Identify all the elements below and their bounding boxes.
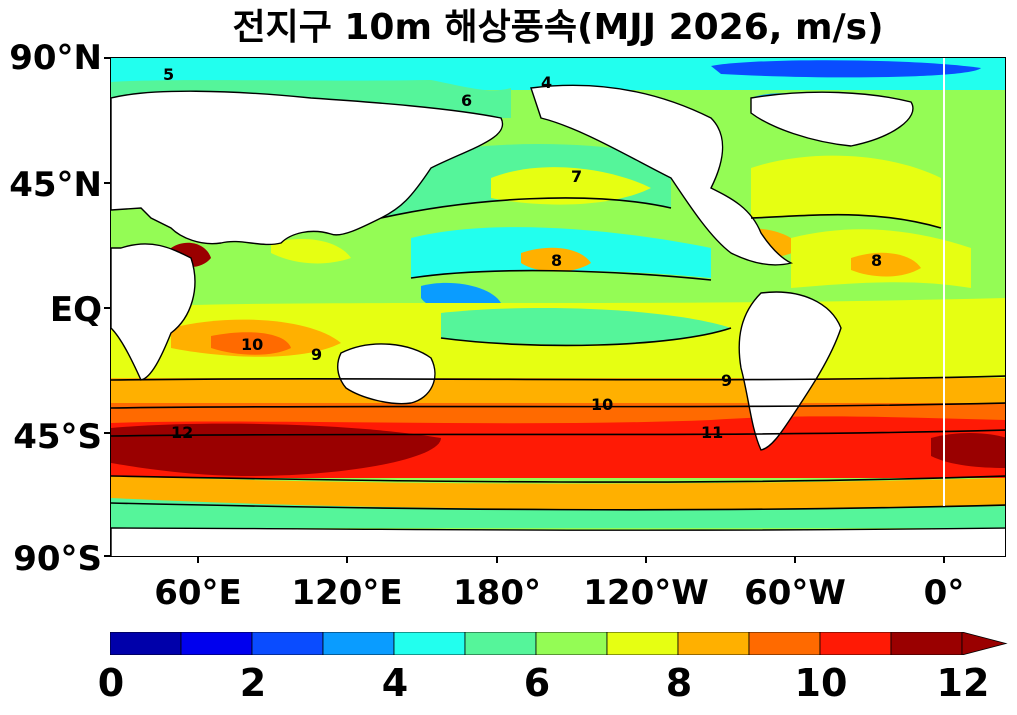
lon-label-60e: 60°E — [154, 573, 242, 613]
lat-label-eq: EQ — [49, 290, 102, 330]
contour-label: 10 — [241, 335, 263, 354]
contour-label: 8 — [551, 251, 562, 270]
lat-tick — [104, 57, 110, 59]
contour-label: 10 — [591, 395, 613, 414]
contour-label: 6 — [461, 91, 472, 110]
natl-trade-max — [851, 252, 921, 277]
lat-tick — [104, 182, 110, 184]
colorbar-segment — [748, 632, 821, 655]
colorbar-label: 12 — [936, 661, 990, 705]
colorbar-segment — [464, 632, 537, 655]
contour-label: 12 — [171, 423, 193, 442]
lon-label-60w: 60°W — [744, 573, 846, 613]
lon-label-0: 0° — [923, 573, 965, 613]
antarctic-coast-band — [111, 498, 1005, 528]
wind-speed-map: 5 4 6 7 8 9 10 10 11 12 9 8 — [110, 57, 1006, 557]
so-atl-max — [931, 433, 1005, 468]
contour-label: 11 — [701, 423, 723, 442]
colorbar-segment — [819, 632, 892, 655]
lon-label-180: 180° — [453, 573, 541, 613]
bay-of-bengal-zone — [271, 238, 351, 264]
eurasia-landmass — [111, 90, 504, 246]
colorbar — [110, 632, 1008, 655]
lat-label-90s: 90°S — [13, 539, 102, 579]
arctic-low-zone — [711, 60, 981, 78]
colorbar-segment — [251, 632, 324, 655]
colorbar-label: 10 — [794, 661, 848, 705]
s-pacific-band-6 — [441, 308, 731, 345]
lat-label-45s: 45°S — [13, 417, 102, 457]
contour-label: 5 — [163, 65, 174, 84]
contour-label: 7 — [571, 167, 582, 186]
lon-tick — [496, 557, 498, 563]
greenland-landmass — [750, 91, 914, 147]
lat-tick — [104, 555, 110, 557]
north-america-landmass — [530, 84, 794, 266]
map-title: 전지구 10m 해상풍속(MJJ 2026, m/s) — [232, 7, 884, 48]
australia-landmass — [337, 343, 436, 405]
npac-band-7 — [491, 167, 651, 205]
colorbar-extend-arrow — [961, 632, 1008, 655]
contour-label: 9 — [721, 371, 732, 390]
antarctica-landmass — [111, 527, 1005, 556]
contour-label: 4 — [541, 73, 552, 92]
lat-label-45n: 45°N — [9, 165, 102, 205]
s-indian-trade-max — [211, 332, 291, 355]
colorbar-segment — [606, 632, 679, 655]
colorbar-segment — [890, 632, 963, 655]
lon-tick — [794, 557, 796, 563]
lat-tick — [104, 432, 110, 434]
colorbar-segment — [393, 632, 466, 655]
colorbar-label: 6 — [523, 661, 551, 705]
lon-tick — [346, 557, 348, 563]
colorbar-segment — [677, 632, 750, 655]
colorbar-label: 4 — [381, 661, 409, 705]
contour-label: 8 — [871, 251, 882, 270]
lon-tick — [943, 557, 945, 563]
colorbar-segment — [535, 632, 608, 655]
map-canvas: 5 4 6 7 8 9 10 10 11 12 9 8 — [111, 58, 1005, 556]
colorbar-label: 8 — [665, 661, 693, 705]
hawaii-max — [521, 247, 591, 272]
contour-label: 9 — [311, 345, 322, 364]
lon-label-120e: 120°E — [291, 573, 403, 613]
colorbar-segment — [180, 632, 253, 655]
colorbar-segment — [322, 632, 395, 655]
contour-label-group: 5 4 6 7 8 9 10 10 11 12 9 8 — [163, 65, 882, 442]
lon-label-120w: 120°W — [583, 573, 709, 613]
colorbar-segment — [110, 632, 182, 655]
lon-tick — [645, 557, 647, 563]
lat-tick — [104, 307, 110, 309]
lat-label-90n: 90°N — [9, 38, 102, 78]
so-indian-max — [111, 423, 441, 476]
africa-landmass — [111, 243, 196, 381]
lon-tick — [197, 557, 199, 563]
natl-band-7 — [751, 155, 941, 228]
contour-lines — [111, 197, 1005, 511]
colorbar-label: 0 — [97, 661, 125, 705]
colorbar-label: 2 — [239, 661, 267, 705]
